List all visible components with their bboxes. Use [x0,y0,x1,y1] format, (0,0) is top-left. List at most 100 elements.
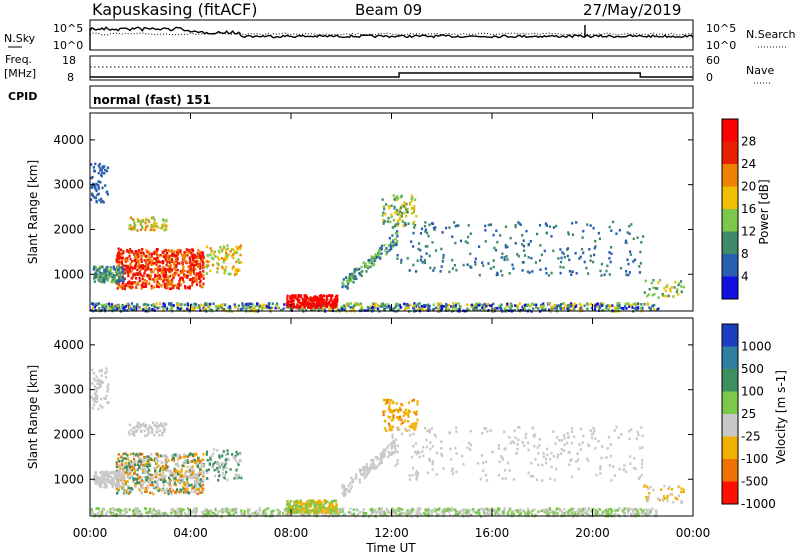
data-cell [207,254,210,258]
data-cell [316,303,319,307]
data-cell [235,511,238,514]
data-cell [95,475,98,479]
data-cell [508,508,511,512]
data-cell [454,512,458,516]
data-cell [415,512,418,515]
data-cell [304,504,307,508]
power-colorbar-label: Power [dB] [757,179,771,244]
data-cell [362,474,365,477]
data-cell [181,267,185,271]
data-cell [291,299,294,303]
data-cell [167,476,171,480]
data-cell [512,512,516,516]
data-cell [383,304,386,308]
data-cell [145,478,148,482]
data-cell [458,511,461,515]
data-cell [393,510,396,513]
data-cell [382,222,385,225]
data-cell [171,251,174,254]
data-cell [503,256,506,259]
data-cell [510,513,513,517]
data-cell [198,483,201,486]
data-cell [472,308,475,311]
data-cell [179,249,182,253]
data-cell [234,456,237,459]
data-cell [676,288,679,291]
data-cell [215,468,218,472]
data-cell [236,309,239,312]
data-cell [396,416,399,419]
data-cell [137,261,140,264]
data-cell [136,229,139,232]
data-cell [208,511,211,515]
data-cell [368,308,371,311]
data-cell [100,274,103,277]
data-cell [482,264,485,267]
data-cell [133,306,136,309]
data-cell [391,242,394,246]
data-cell [90,508,94,511]
data-cell [178,510,181,513]
data-cell [144,457,147,460]
data-cell [179,456,182,459]
data-cell [468,308,471,312]
data-cell [264,511,267,515]
data-cell [396,230,399,233]
data-cell [419,248,422,252]
data-cell [153,278,156,282]
data-cell [133,513,136,516]
data-cell [531,509,534,512]
data-cell [140,423,143,427]
data-cell [97,187,100,190]
data-cell [102,200,105,204]
data-cell [193,473,196,477]
data-cell [445,226,448,230]
data-cell [301,507,304,510]
data-cell [307,302,310,305]
data-cell [514,223,517,227]
data-cell [305,299,308,302]
data-cell [189,452,192,455]
data-cell [286,513,289,517]
data-cell [444,305,447,309]
data-cell [137,457,141,460]
data-cell [417,509,421,513]
data-cell [349,487,352,491]
data-cell [180,513,183,516]
data-cell [542,304,545,308]
data-cell [387,216,390,220]
data-cell [287,305,290,309]
data-cell [125,510,128,514]
data-cell [387,422,391,426]
data-cell [194,460,197,463]
data-cell [127,468,130,471]
data-cell [156,510,159,513]
data-cell [118,266,121,269]
data-cell [128,272,131,275]
data-cell [154,458,157,461]
data-cell [234,273,237,276]
data-cell [559,265,562,269]
data-cell [253,511,256,515]
data-cell [122,269,125,272]
freq-nave-panel: Freq. [MHz] 18 8 60 0 Nave [4,53,774,84]
data-cell [140,429,143,433]
data-cell [651,304,654,307]
data-cell [160,422,163,425]
data-cell [147,468,150,472]
data-cell [404,223,407,227]
data-cell [652,286,655,289]
data-cell [627,273,630,277]
data-cell [595,303,598,306]
data-cell [627,509,631,513]
data-cell [227,511,230,515]
data-cell [434,306,438,310]
data-cell [393,225,396,228]
data-cell [184,253,187,256]
data-cell [180,510,183,513]
data-cell [151,510,154,513]
data-cell [478,245,481,248]
data-cell [547,512,550,516]
data-cell [235,507,238,511]
data-cell [388,428,391,432]
